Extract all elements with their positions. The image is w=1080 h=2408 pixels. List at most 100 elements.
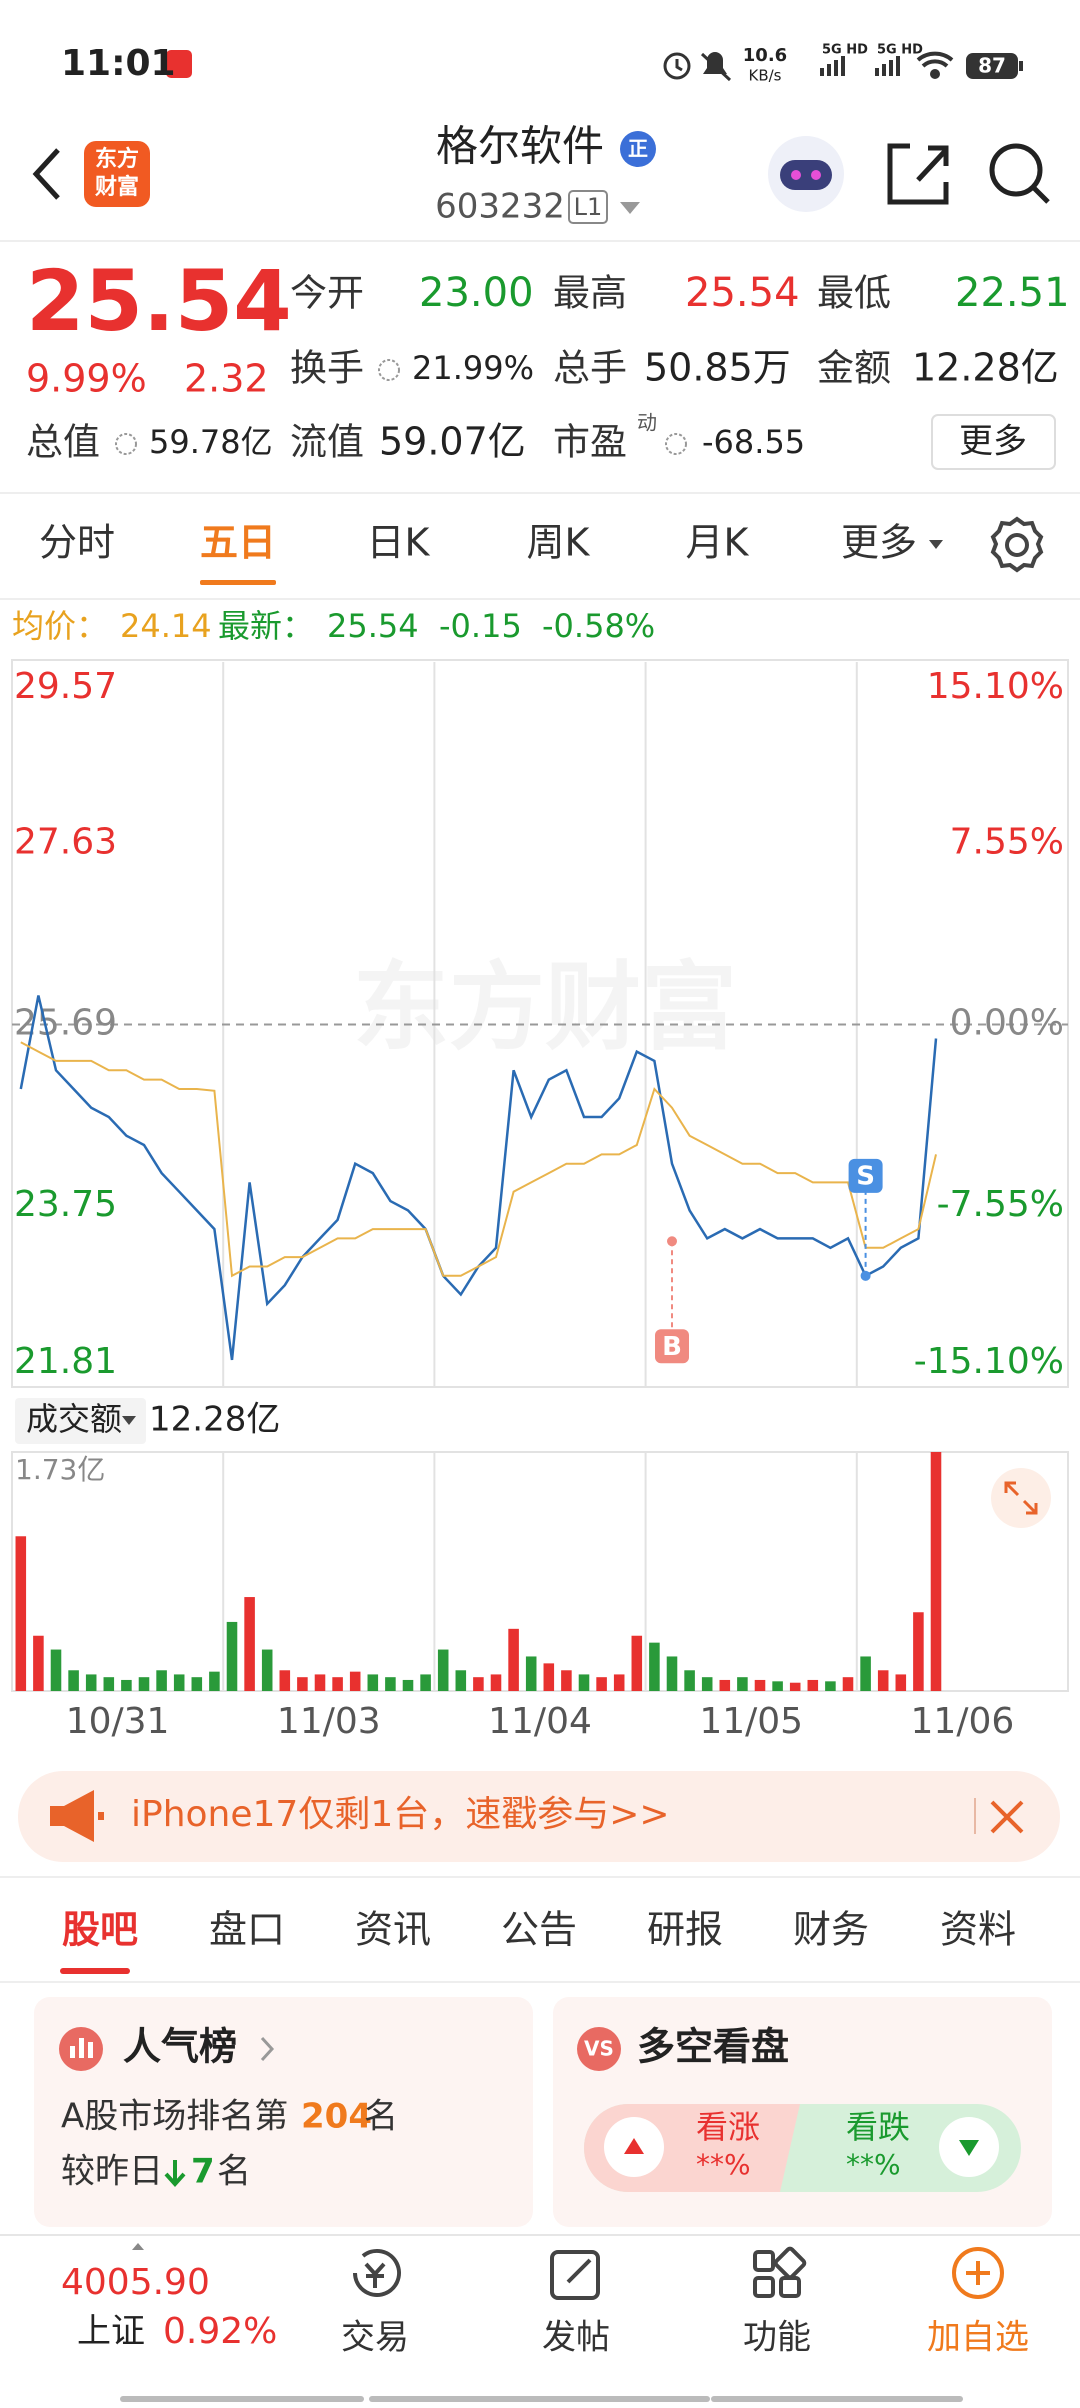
section-tab[interactable]: 股吧 bbox=[62, 1908, 138, 1952]
battery bbox=[966, 53, 1018, 79]
level-box bbox=[568, 190, 608, 224]
megaphone-icon bbox=[50, 1790, 104, 1842]
time: 11:01 bbox=[61, 43, 176, 84]
rank-change-text: 名 bbox=[217, 2152, 251, 2192]
trade-icon[interactable] bbox=[353, 2248, 401, 2297]
bear-label: 看跌 bbox=[846, 2108, 910, 2146]
volume-bar bbox=[666, 1656, 678, 1691]
expand-icon[interactable] bbox=[991, 1468, 1051, 1528]
index-caret[interactable] bbox=[132, 2243, 144, 2250]
volume-bar bbox=[50, 1649, 62, 1691]
volume-bar bbox=[877, 1670, 889, 1691]
period-tab[interactable]: 月K bbox=[686, 521, 750, 565]
volume-bar bbox=[314, 1674, 326, 1691]
volume-bar bbox=[772, 1681, 783, 1691]
volume-bar bbox=[367, 1674, 379, 1691]
bear-value: **% bbox=[846, 2148, 901, 2181]
latest-change: -0.15 bbox=[439, 607, 522, 645]
field-label: 今开 bbox=[290, 272, 364, 315]
vs-icon: VS bbox=[577, 2027, 621, 2071]
price: 25.54 bbox=[26, 252, 292, 350]
section-tab[interactable]: 研报 bbox=[647, 1908, 723, 1952]
settings-icon[interactable] bbox=[990, 516, 1044, 573]
volume-bar bbox=[226, 1621, 238, 1691]
section-tab[interactable]: 公告 bbox=[501, 1908, 577, 1952]
code-dropdown[interactable] bbox=[620, 202, 640, 214]
search-icon[interactable] bbox=[989, 143, 1050, 204]
wifi-icon bbox=[916, 51, 954, 79]
assistant-icon[interactable] bbox=[768, 136, 844, 212]
field-label: 金额 bbox=[817, 347, 891, 390]
volume-dropdown[interactable] bbox=[122, 1416, 136, 1425]
function-icon[interactable] bbox=[753, 2246, 807, 2298]
volume-bar bbox=[138, 1677, 150, 1691]
volume-bar bbox=[261, 1649, 273, 1691]
volume-label: 成交额 bbox=[26, 1400, 122, 1438]
nav-label[interactable]: 加自选 bbox=[927, 2318, 1029, 2358]
x-tick-label: 11/06 bbox=[911, 1701, 1015, 1742]
field-label: 最低 bbox=[817, 272, 891, 315]
nav-label[interactable]: 功能 bbox=[743, 2318, 811, 2358]
logo-text: 东方 bbox=[95, 146, 139, 172]
latest-label: 最新： bbox=[218, 607, 314, 645]
y2-tick-label: -15.10% bbox=[914, 1341, 1064, 1382]
field-value: 23.00 bbox=[419, 270, 534, 316]
post-icon[interactable] bbox=[550, 2250, 600, 2300]
tab-underline bbox=[200, 580, 276, 585]
field-label: 换手 bbox=[290, 347, 364, 390]
section-tab[interactable]: 盘口 bbox=[209, 1908, 285, 1952]
info-icon bbox=[378, 359, 400, 381]
volume-bar bbox=[297, 1677, 308, 1691]
volume-bar bbox=[701, 1677, 713, 1691]
banner[interactable] bbox=[18, 1771, 1060, 1862]
volume-bar bbox=[561, 1670, 572, 1691]
volume-bar bbox=[789, 1682, 801, 1691]
y-tick-label: 27.63 bbox=[14, 821, 117, 862]
nav-label[interactable]: 交易 bbox=[341, 2318, 409, 2358]
share-icon[interactable] bbox=[887, 143, 949, 205]
y2-tick-label: 0.00% bbox=[950, 1003, 1064, 1044]
price-line bbox=[20, 1041, 937, 1278]
field-label: 最高 bbox=[553, 272, 627, 315]
volume-bar bbox=[15, 1536, 27, 1691]
period-tab[interactable]: 日K bbox=[367, 521, 431, 565]
y2-tick-label: -7.55% bbox=[937, 1184, 1064, 1225]
period-tab[interactable]: 周K bbox=[527, 521, 591, 565]
y-tick-label: 23.75 bbox=[14, 1184, 117, 1225]
banner-close[interactable] bbox=[990, 1800, 1024, 1834]
field-value: 50.85万 bbox=[644, 346, 791, 390]
banner-text: iPhone17仅剩1台，速戳参与>> bbox=[131, 1794, 670, 1835]
back-button[interactable] bbox=[32, 148, 60, 200]
chevron bbox=[260, 2036, 275, 2062]
volume-bar bbox=[490, 1674, 502, 1691]
nav-label[interactable]: 发帖 bbox=[542, 2318, 610, 2358]
volume-bar bbox=[508, 1628, 519, 1691]
period-tab[interactable]: 更多 bbox=[841, 521, 917, 565]
period-tab[interactable]: 分时 bbox=[39, 521, 115, 565]
period-tab[interactable]: 五日 bbox=[200, 521, 276, 565]
section-tab[interactable]: 资料 bbox=[940, 1908, 1016, 1952]
down-arrow bbox=[164, 2160, 186, 2187]
volume-bar bbox=[543, 1663, 555, 1691]
volume-selector[interactable] bbox=[15, 1398, 146, 1444]
rank-text: 名 bbox=[364, 2097, 398, 2137]
volume-bar bbox=[860, 1656, 871, 1691]
rank-change: 7 bbox=[191, 2152, 215, 2192]
volume-bar bbox=[842, 1677, 854, 1691]
more-button[interactable] bbox=[931, 414, 1056, 470]
volume-bar bbox=[332, 1677, 343, 1691]
x-tick-label: 10/31 bbox=[66, 1701, 170, 1742]
volume-bar bbox=[156, 1670, 167, 1691]
add-watch-icon[interactable] bbox=[952, 2247, 1004, 2299]
badge-text: 正 bbox=[628, 137, 648, 161]
more-dropdown[interactable] bbox=[929, 540, 943, 549]
volume-bar bbox=[613, 1674, 625, 1691]
volume-bar bbox=[913, 1612, 924, 1691]
popularity-card[interactable] bbox=[34, 1997, 533, 2227]
change: 2.32 bbox=[184, 357, 269, 401]
section-tab[interactable]: 资讯 bbox=[355, 1908, 431, 1952]
volume-bar bbox=[173, 1674, 185, 1691]
section-tab[interactable]: 财务 bbox=[793, 1908, 869, 1952]
y2-tick-label: 15.10% bbox=[927, 666, 1064, 707]
